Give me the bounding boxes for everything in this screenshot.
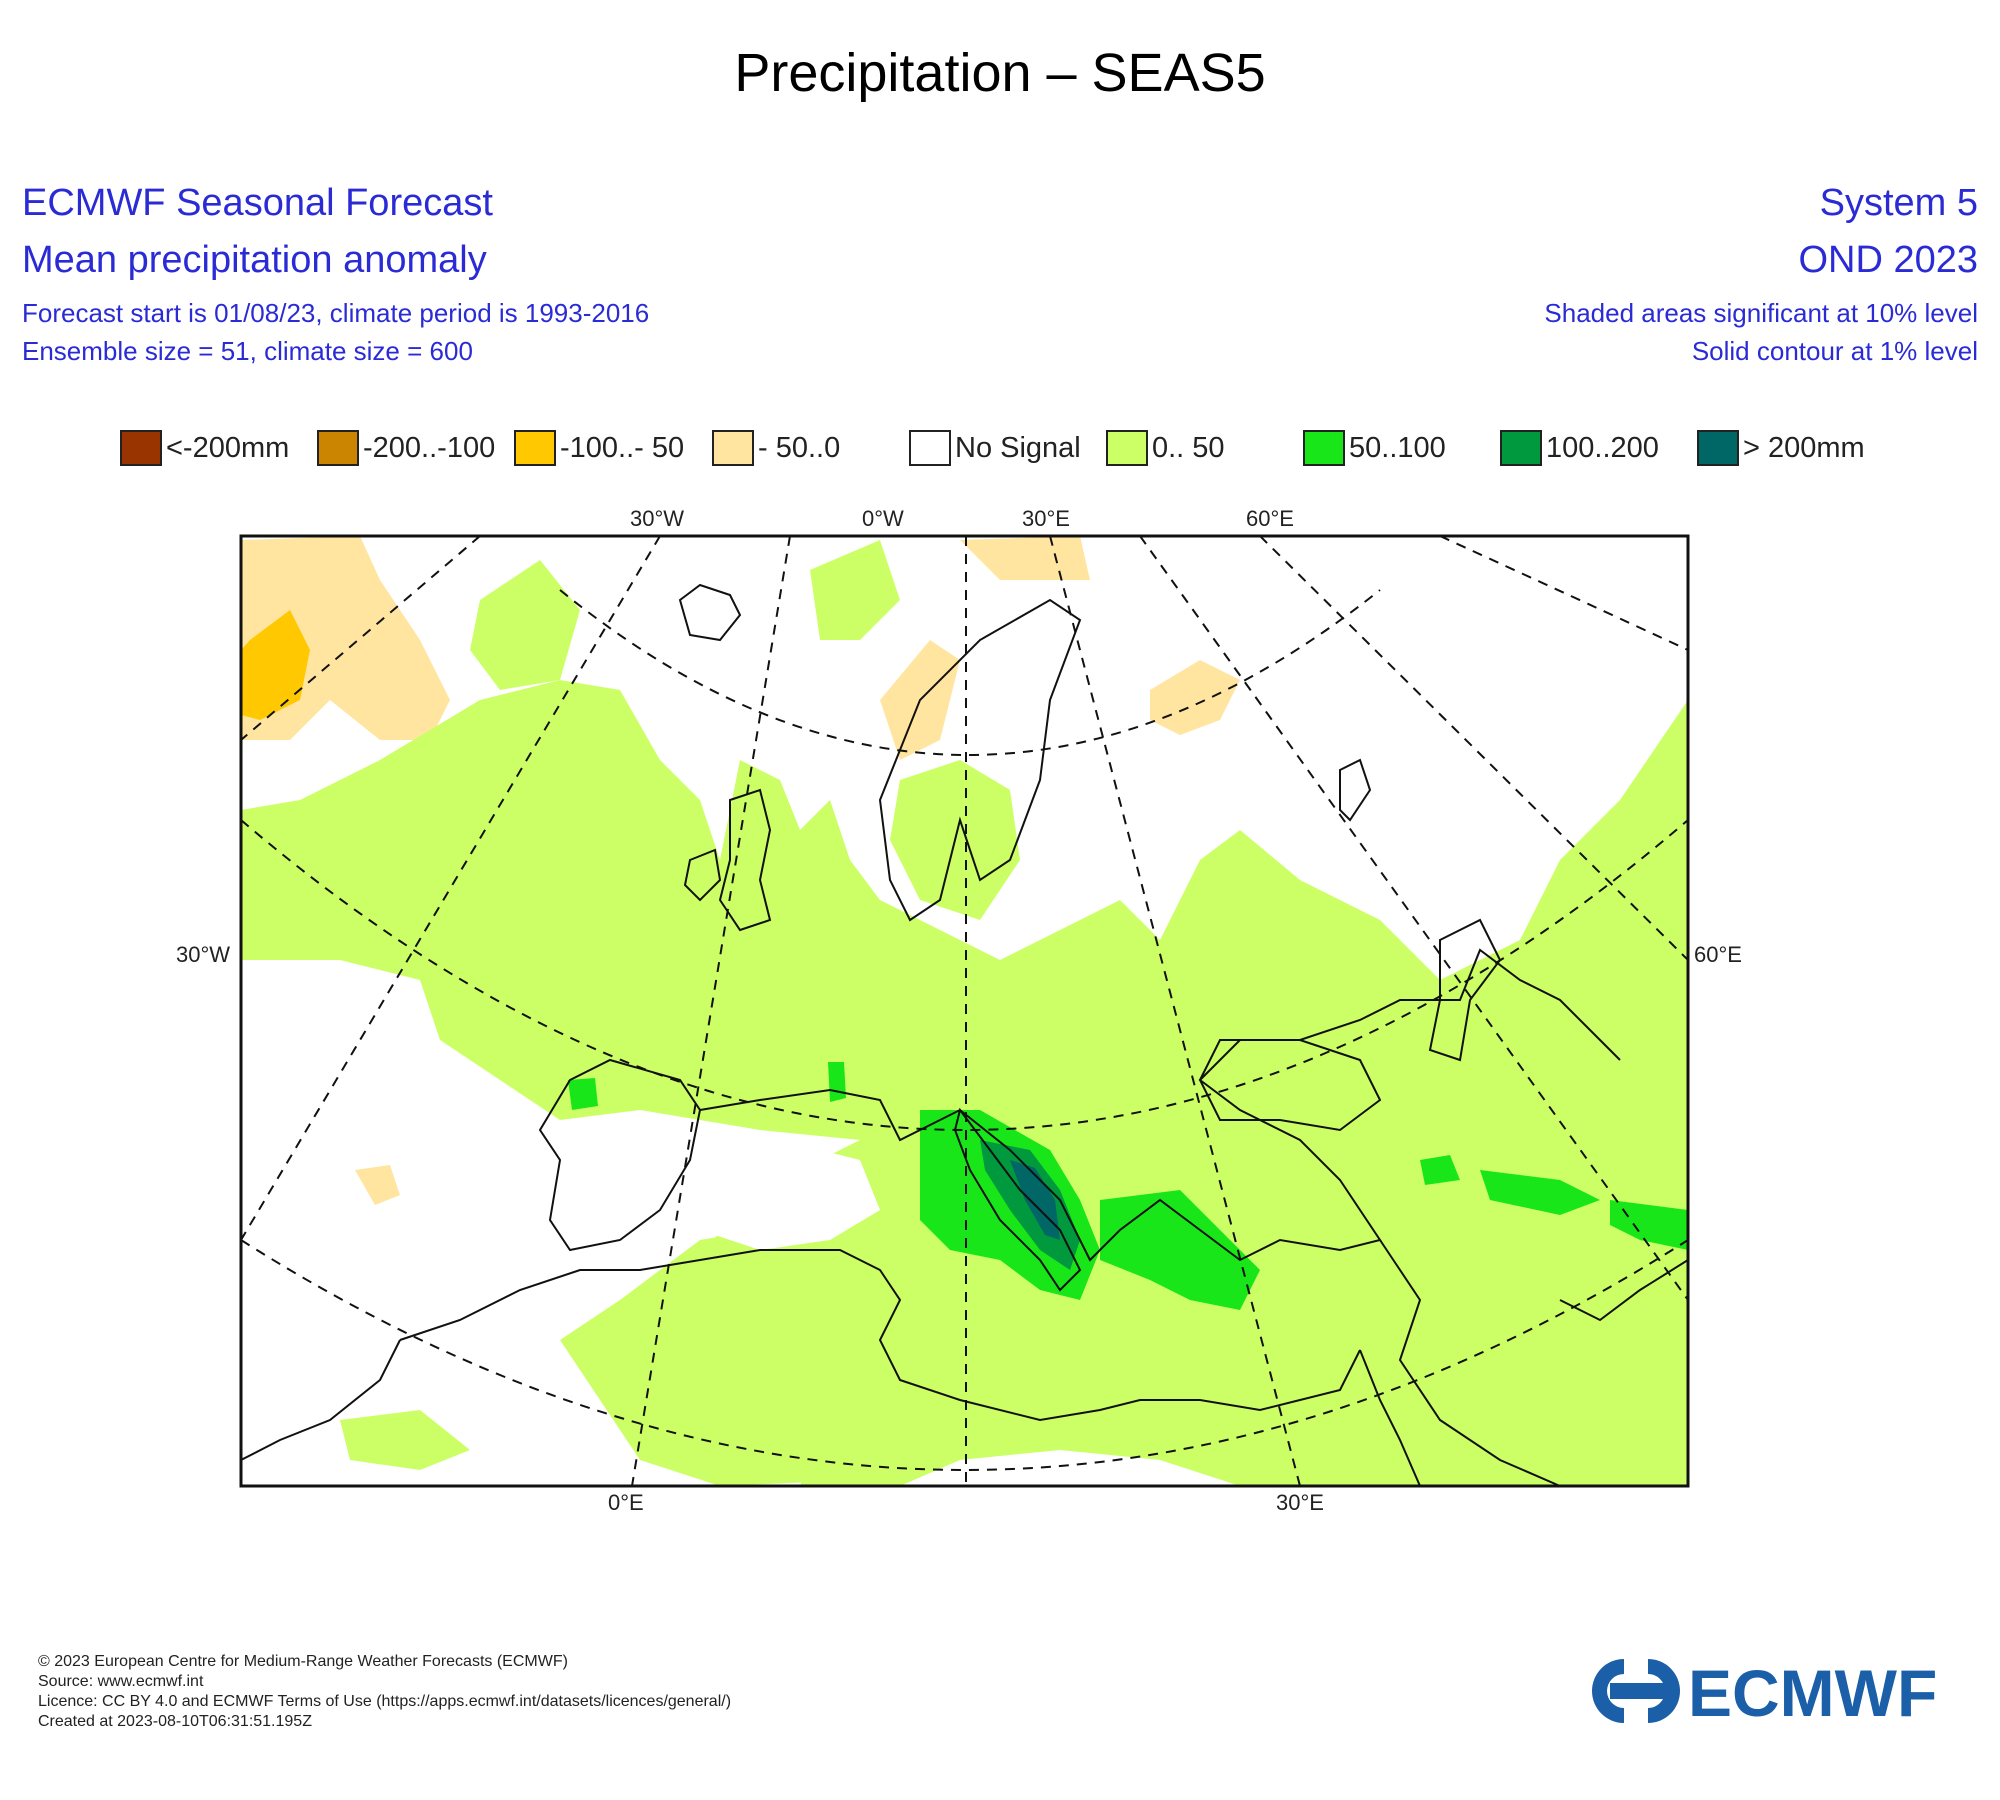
wet-region-atlantic-south [340,1410,470,1470]
significance-note: Shaded areas significant at 10% level [1544,298,1978,328]
coastline-iceland [678,583,742,642]
coastline-red-sea [1359,1349,1421,1486]
coastline-black-sea [1198,1039,1382,1132]
wet-region-greenland-sea [810,540,900,640]
legend-swatch [317,430,359,466]
coastlines [241,583,1688,1486]
dry-region-atlantic-small [355,1165,400,1205]
forecast-start-info: Forecast start is 01/08/23, climate peri… [22,298,650,328]
coastline-europe-mainland [699,948,1621,1262]
moderate-wet-region-iran [1610,1200,1688,1250]
legend-label: 100..200 [1546,431,1659,464]
legend-swatch [120,430,162,466]
legend-swatch [1106,430,1148,466]
legend-swatch [1303,430,1345,466]
legend-label: No Signal [955,431,1081,464]
legend-label: 0.. 50 [1152,431,1225,464]
wet-region-europe-atlantic [241,680,1688,1486]
coastline-ireland [683,848,722,902]
lon-label-top: 60°E [1246,506,1294,531]
legend-swatch [1697,430,1739,466]
footer-credits: © 2023 European Centre for Medium-Range … [38,1652,731,1732]
ecmwf-logo-text: ECMWF [1688,1656,1937,1726]
ensemble-info: Ensemble size = 51, climate size = 600 [22,336,473,366]
legend-item: No Signal [909,426,1081,470]
created-line: Created at 2023-08-10T06:31:51.195Z [38,1713,312,1730]
legend-label: > 200mm [1743,431,1865,464]
legend-label: -200..-100 [363,431,496,464]
moderate-wet-region-caspian [1480,1170,1600,1215]
lat-label-right: 60°E [1694,942,1742,967]
coastline-novaya-zemlya [1339,758,1372,822]
coastline-iberia [538,1058,702,1252]
coastline-persian-gulf [1559,1259,1688,1322]
strong-dry-region-north-atlantic [241,610,310,720]
meridian-line [241,536,481,741]
wet-region-north-atlantic [470,560,580,690]
coastline-great-britain [718,788,772,932]
legend-swatch [1500,430,1542,466]
coastline-arabia [1379,1239,1561,1486]
legend-swatch [712,430,754,466]
legend: <-200mm -200..-100 -100..- 50 - 50..0 No… [120,426,1900,470]
moderate-wet-region-iberia [568,1078,598,1110]
legend-label: - 50..0 [758,431,841,464]
source-line: Source: www.ecmwf.int [38,1673,204,1690]
parallel-line [241,819,1688,1131]
coastline-west-africa [241,1339,401,1461]
coastline-scandinavia [878,598,1082,922]
copyright-line: © 2023 European Centre for Medium-Range … [38,1653,568,1670]
lon-label-bottom: 0°E [608,1490,644,1515]
extreme-wet-region-adriatic [1010,1160,1060,1240]
page-title: Precipitation – SEAS5 [734,43,1266,103]
parallel-line [559,589,1381,756]
meridian-line [1139,536,1688,1301]
no-signal-west-mediterranean [670,1140,880,1250]
legend-item: > 200mm [1697,426,1865,470]
lat-label-left: 30°W [176,942,231,967]
dry-region-russia [1150,660,1240,735]
lon-label-bottom: 30°E [1276,1490,1324,1515]
legend-item: <-200mm [120,426,289,470]
lon-label-top: 30°W [630,506,685,531]
moderate-wet-region-greece [1100,1190,1260,1310]
legend-swatch [909,430,951,466]
contour-note: Solid contour at 1% level [1691,336,1978,366]
lon-label-top: 30°E [1022,506,1070,531]
legend-item: 100..200 [1500,426,1659,470]
graticule [241,536,1688,1486]
map-frame [239,534,1690,1488]
dry-region-north-sea [960,536,1090,580]
legend-item: -100..- 50 [514,426,684,470]
meridian-line [1049,536,1301,1486]
ecmwf-logo-mark [1592,1659,1680,1723]
legend-item: 0.. 50 [1106,426,1225,470]
legend-item: -200..-100 [317,426,495,470]
coastline-north-africa [399,1249,1361,1422]
forecast-subtitle: Mean precipitation anomaly [22,239,487,281]
legend-item: 50..100 [1303,426,1446,470]
legend-item: - 50..0 [712,426,840,470]
period-label: OND 2023 [1798,239,1978,281]
parallel-line [1439,536,1688,651]
moderate-wet-region-france [828,1062,846,1102]
licence-line: Licence: CC BY 4.0 and ECMWF Terms of Us… [38,1693,732,1710]
coastline-italy [953,1107,1082,1292]
system-label: System 5 [1819,182,1978,224]
wet-region-north-africa [620,1220,1000,1400]
moderate-wet-region-middle-east [1420,1155,1460,1185]
lon-label-top: 0°W [862,506,904,531]
legend-swatch [514,430,556,466]
anomaly-shading [241,536,1688,1486]
coastline-caspian-sea [1428,918,1502,1062]
forecast-title: ECMWF Seasonal Forecast [22,182,493,224]
legend-label: 50..100 [1349,431,1446,464]
ecmwf-logo: ECMWF [1592,1656,1937,1726]
legend-label: -100..- 50 [560,431,685,464]
legend-label: <-200mm [166,431,290,464]
